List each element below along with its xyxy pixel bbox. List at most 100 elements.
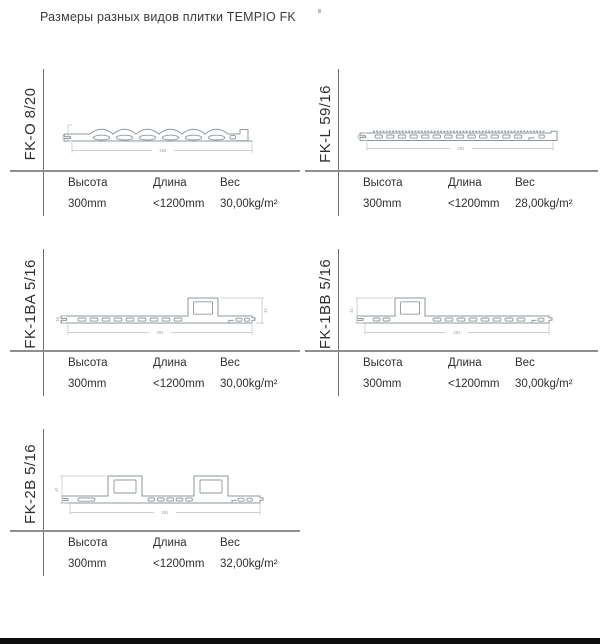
spec-value-weight: 30,00kg/m² — [220, 378, 278, 390]
spec-header-length: Длина — [448, 357, 482, 369]
height-dimension-label: 41 — [349, 308, 354, 313]
panel-fk-2b: FK-2B 5/16 — [10, 424, 300, 590]
panel-divider-horizontal — [305, 350, 598, 352]
profile-cross-section: 21 292 — [61, 124, 253, 153]
spec-height: Высота 300mm — [68, 357, 108, 390]
profile-outline — [356, 297, 553, 324]
spec-header-weight: Вес — [515, 357, 535, 369]
spec-height: Высота 300mm — [68, 177, 108, 210]
spec-value-length: <1200mm — [448, 198, 500, 210]
spec-weight: Вес 30,00kg/m² — [220, 357, 278, 390]
profile-type-label: FK-O 8/20 — [22, 87, 39, 161]
spec-height: Высота 300mm — [363, 177, 403, 210]
panel-divider-vertical — [43, 69, 44, 216]
box-height-dimension-label: 41 — [263, 308, 268, 313]
profile-cross-section: 41 291 — [54, 475, 264, 515]
profile-outline — [359, 130, 558, 141]
spec-header-height: Высота — [68, 537, 108, 549]
width-dimension-label: 292 — [159, 148, 167, 153]
profile-holes — [372, 301, 545, 322]
profile-drawing-fk-l: 16 291 — [351, 120, 569, 161]
spec-height: Высота 300mm — [363, 357, 403, 390]
profile-type-label: FK-1BB 5/16 — [317, 258, 334, 350]
spec-height: Высота 300mm — [68, 537, 108, 570]
panel-divider-horizontal — [10, 350, 300, 352]
width-dimension-label: 291 — [161, 510, 169, 515]
spec-value-height: 300mm — [68, 378, 107, 390]
profile-holes — [77, 479, 253, 502]
panel-divider-vertical — [338, 69, 339, 216]
spec-length: Длина <1200mm — [153, 177, 204, 210]
spec-length: Длина <1200mm — [448, 357, 499, 390]
panel-fk-1ba: FK-1BA 5/16 — [10, 244, 300, 410]
spec-weight: Вес 32,00kg/m² — [220, 537, 278, 570]
spec-value-length: <1200mm — [153, 558, 205, 570]
spec-weight: Вес 28,00kg/m² — [515, 177, 573, 210]
spec-header-height: Высота — [68, 357, 108, 369]
profile-outline — [63, 128, 253, 142]
spec-weight: Вес 30,00kg/m² — [220, 177, 278, 210]
spec-header-height: Высота — [363, 177, 403, 189]
black-footer-bar — [0, 638, 600, 644]
spec-header-length: Длина — [153, 357, 187, 369]
panel-divider-vertical — [43, 249, 44, 396]
spec-length: Длина <1200mm — [153, 537, 204, 570]
spec-value-height: 300mm — [363, 198, 402, 210]
spec-value-length: <1200mm — [153, 378, 205, 390]
spec-header-weight: Вес — [220, 537, 240, 549]
spec-value-weight: 30,00kg/m² — [515, 378, 573, 390]
spec-header-height: Высота — [68, 177, 108, 189]
spec-value-height: 300mm — [68, 558, 107, 570]
small-mark — [318, 9, 321, 13]
spec-header-length: Длина — [153, 177, 187, 189]
spec-header-length: Длина — [448, 177, 482, 189]
spec-value-height: 300mm — [363, 378, 402, 390]
spec-length: Длина <1200mm — [153, 357, 204, 390]
spec-value-length: <1200mm — [153, 198, 205, 210]
spec-header-weight: Вес — [220, 357, 240, 369]
spec-value-weight: 30,00kg/m² — [220, 198, 278, 210]
width-dimension-label: 291 — [453, 330, 461, 335]
spec-header-height: Высота — [363, 357, 403, 369]
profile-cross-section: 16 291 — [356, 130, 558, 151]
profile-drawing-fk-o: 21 292 — [54, 112, 272, 167]
spec-header-weight: Вес — [220, 177, 240, 189]
height-dimension-label: 41 — [54, 487, 59, 492]
dimension-lines: 21 292 — [61, 124, 253, 153]
panel-divider-horizontal — [305, 170, 598, 172]
profile-drawing-fk-1ba: 16 41 291 — [48, 286, 288, 347]
profile-holes — [374, 134, 545, 139]
spec-length: Длина <1200mm — [448, 177, 499, 210]
profile-drawing-fk-1bb: 41 291 — [343, 286, 583, 347]
height-dimension-label: 21 — [61, 134, 66, 139]
profile-drawing-fk-2b: 41 291 — [46, 462, 296, 527]
width-dimension-label: 291 — [457, 146, 465, 151]
profile-holes — [77, 301, 250, 322]
spec-header-weight: Вес — [515, 177, 535, 189]
dimension-lines: 41 291 — [54, 475, 261, 515]
panel-divider-vertical — [43, 429, 44, 576]
height-dimension-label: 16 — [55, 317, 60, 322]
spec-header-length: Длина — [153, 537, 187, 549]
panel-divider-horizontal — [10, 530, 300, 532]
profile-outline — [60, 297, 256, 324]
page-title: Размеры разных видов плитки TEMPIO FK — [40, 10, 296, 24]
panel-fk-o: FK-O 8/20 — [10, 64, 300, 230]
profile-type-label: FK-L 59/16 — [317, 85, 334, 163]
spec-value-weight: 32,00kg/m² — [220, 558, 278, 570]
spec-value-height: 300mm — [68, 198, 107, 210]
profile-holes — [92, 134, 237, 141]
profile-cross-section: 16 41 291 — [55, 297, 268, 335]
height-dimension-label: 16 — [356, 134, 361, 139]
panel-fk-l: FK-L 59/16 — [305, 64, 598, 230]
dimension-lines: 16 41 291 — [55, 297, 268, 335]
panel-fk-1bb: FK-1BB 5/16 — [305, 244, 598, 410]
width-dimension-label: 291 — [156, 330, 164, 335]
spec-weight: Вес 30,00kg/m² — [515, 357, 573, 390]
profile-type-label: FK-2B 5/16 — [22, 444, 39, 524]
dimension-lines: 41 291 — [349, 297, 550, 335]
panel-divider-vertical — [338, 249, 339, 396]
profile-cross-section: 41 291 — [349, 297, 553, 335]
dimension-lines: 16 291 — [356, 132, 554, 151]
spec-value-length: <1200mm — [448, 378, 500, 390]
